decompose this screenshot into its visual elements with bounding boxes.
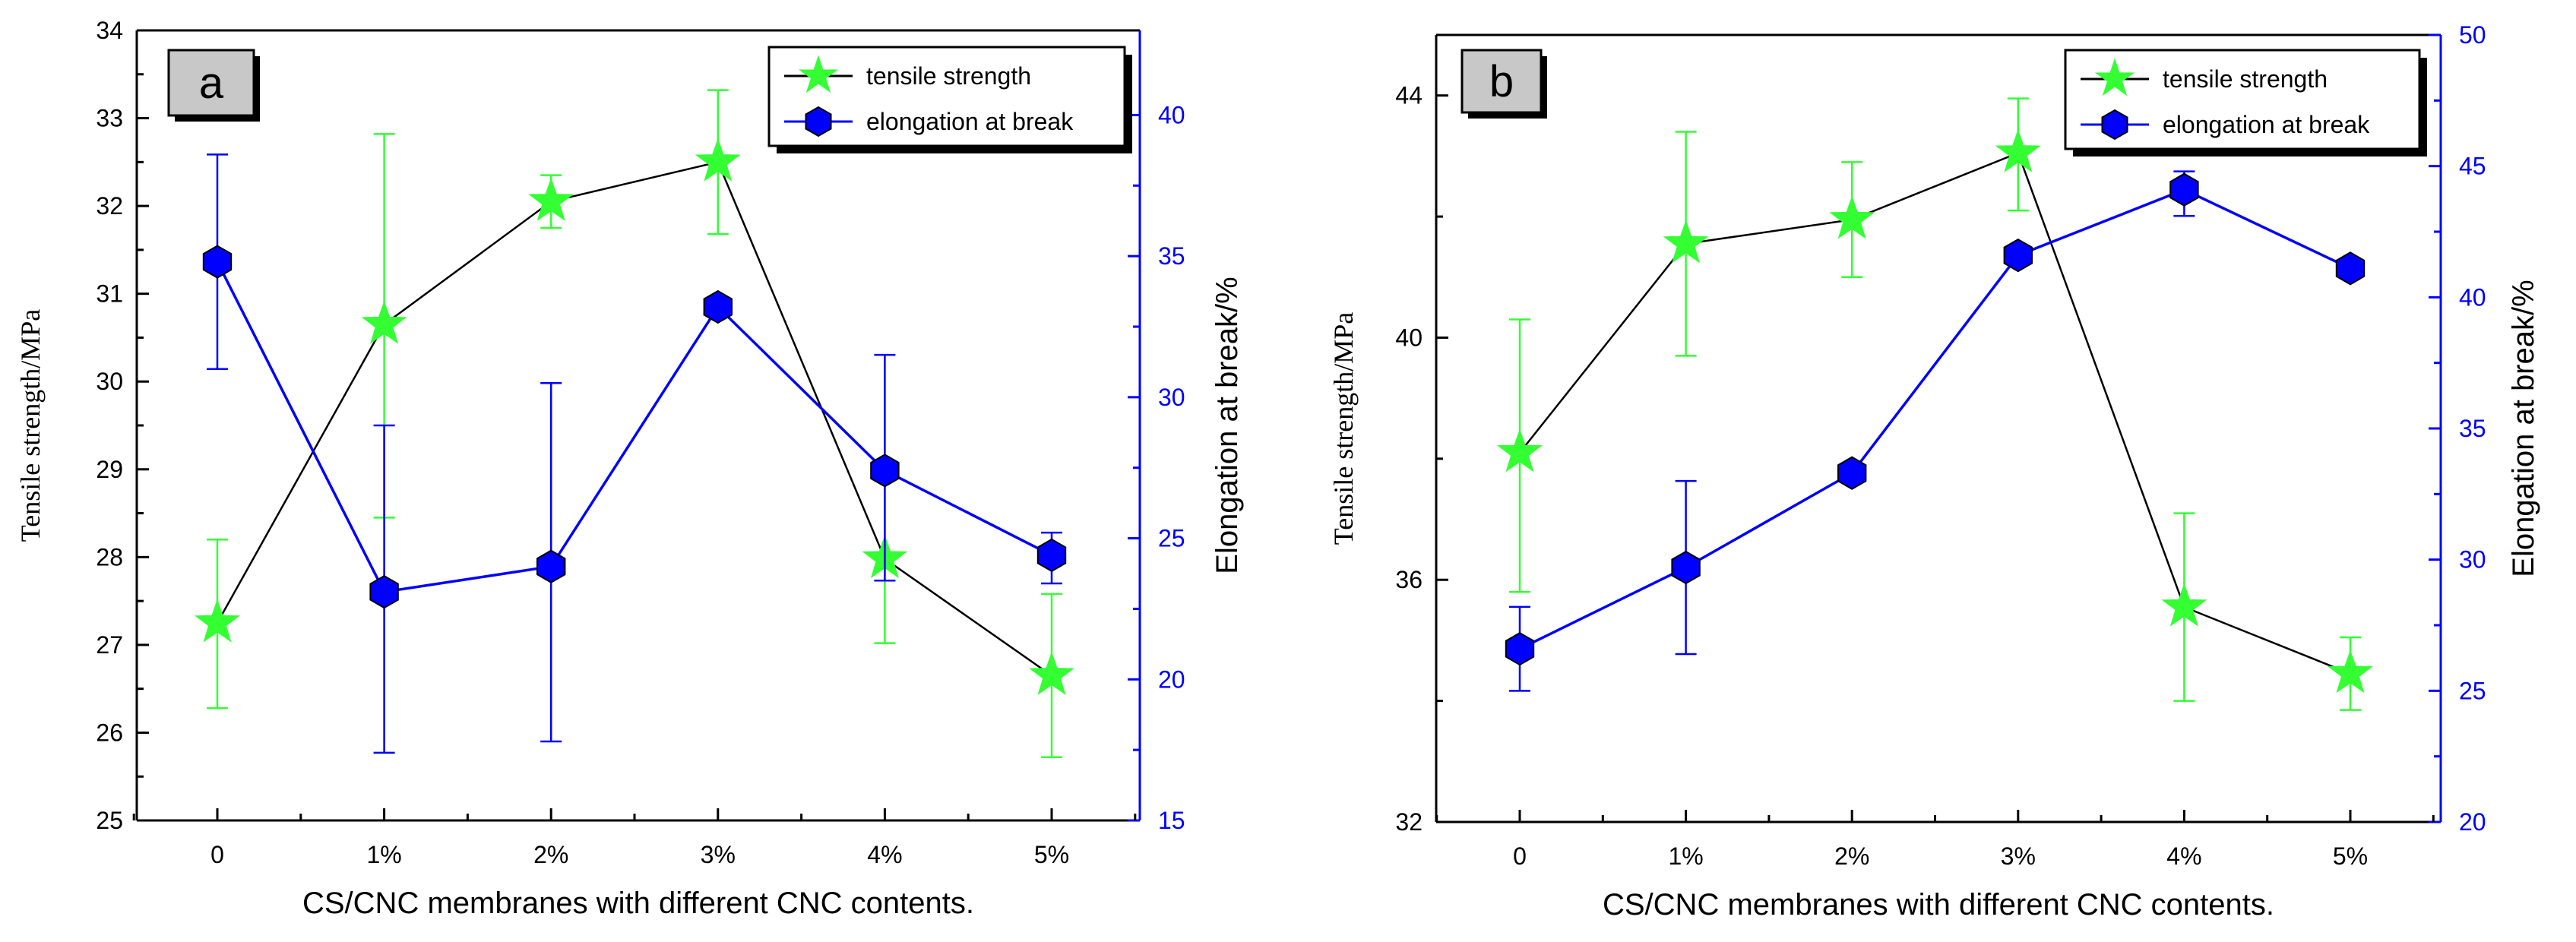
x-axis-tick-label: 5% xyxy=(1034,841,1069,868)
x-axis-tick-label: 3% xyxy=(2001,842,2036,870)
series-tensile-strength xyxy=(1497,97,2373,711)
legend-label: tensile strength xyxy=(2163,65,2328,93)
hexagon-marker xyxy=(2169,172,2199,207)
left-axis-tick-label: 29 xyxy=(96,456,123,483)
star-marker xyxy=(1995,128,2041,172)
chart-panel-a: 25 26 27 28 29 30 31 32 33 34 15 20 25 30 35 40 0 1% 2% 3% 4… xyxy=(15,17,1244,920)
hexagon-marker xyxy=(870,454,900,488)
panel-label: a xyxy=(199,58,224,108)
series-tensile-strength xyxy=(195,89,1074,759)
hexagon-marker xyxy=(1671,550,1701,585)
hexagon-marker xyxy=(536,549,566,583)
right-axis-tick-label: 25 xyxy=(1158,525,1185,552)
left-axis-tick-label: 44 xyxy=(1395,82,1422,109)
left-axis-tick-label: 32 xyxy=(96,192,123,220)
series-line xyxy=(216,160,1052,677)
x-axis-tick-label: 4% xyxy=(2166,842,2201,870)
legend-star-marker xyxy=(2094,58,2135,96)
star-marker xyxy=(2328,650,2373,694)
series-line xyxy=(216,261,1052,594)
star-marker xyxy=(1029,651,1074,695)
star-marker xyxy=(195,599,240,643)
right-axis-tick-label: 20 xyxy=(2459,808,2486,836)
right-axis-tick-label: 25 xyxy=(2459,677,2486,704)
left-axis-tick-label: 25 xyxy=(96,807,123,834)
legend-hexagon-marker xyxy=(805,106,832,138)
right-axis-tick-label: 35 xyxy=(1158,242,1185,270)
star-marker xyxy=(1829,195,1875,239)
hexagon-marker xyxy=(2003,238,2033,273)
right-axis-tick-label: 40 xyxy=(1158,101,1185,128)
star-marker xyxy=(2161,583,2207,627)
star-marker xyxy=(1497,428,1543,473)
right-axis-tick-label: 20 xyxy=(1158,665,1185,693)
legend-label: elongation at break xyxy=(866,108,1074,135)
star-marker xyxy=(695,138,741,182)
left-axis-tick-label: 36 xyxy=(1395,566,1422,593)
hexagon-marker xyxy=(1837,456,1867,490)
legend-star-marker xyxy=(798,55,839,93)
star-marker xyxy=(528,177,574,221)
right-axis-tick-label: 35 xyxy=(2459,415,2486,442)
left-axis-title: Tensile strength/MPa xyxy=(15,309,46,542)
right-axis-tick-label: 45 xyxy=(2459,153,2486,180)
left-axis-tick-label: 27 xyxy=(96,631,123,659)
left-axis-tick-label: 40 xyxy=(1395,324,1422,351)
hexagon-marker xyxy=(1036,538,1067,573)
star-marker xyxy=(361,300,407,344)
x-axis-tick-label: 3% xyxy=(701,841,736,868)
legend-label: tensile strength xyxy=(866,62,1031,90)
hexagon-marker xyxy=(202,245,233,279)
right-axis-title: Elongation at break/% xyxy=(2507,280,2540,577)
right-axis-tick-label: 30 xyxy=(2459,546,2486,574)
left-axis-tick-label: 32 xyxy=(1395,808,1422,836)
x-axis-tick-label: 1% xyxy=(1668,842,1703,870)
hexagon-marker xyxy=(2335,251,2366,286)
x-axis-title: CS/CNC membranes with different CNC cont… xyxy=(1603,888,2274,921)
chart-panel-b: 32 36 40 44 20 25 30 35 40 45 50 0 1% 2% 3% 4% 5% CS/CNC … xyxy=(1328,21,2540,921)
left-axis-title: Tensile strength/MPa xyxy=(1328,312,1359,545)
x-axis-title: CS/CNC membranes with different CNC cont… xyxy=(302,887,974,920)
hexagon-marker xyxy=(703,289,733,324)
left-axis-tick-label: 31 xyxy=(96,280,123,308)
x-axis-tick-label: 2% xyxy=(1834,842,1869,870)
hexagon-marker xyxy=(1505,631,1535,666)
left-axis-tick-label: 26 xyxy=(96,719,123,746)
right-axis-tick-label: 15 xyxy=(1158,807,1185,834)
x-axis-tick-label: 0 xyxy=(1513,842,1527,870)
right-axis-tick-label: 40 xyxy=(2459,283,2486,311)
right-axis-tick-label: 50 xyxy=(2459,21,2486,49)
x-axis-tick-label: 0 xyxy=(210,841,224,868)
series-line xyxy=(1519,151,2351,675)
legend-label: elongation at break xyxy=(2163,111,2370,138)
panel-label: b xyxy=(1489,57,1514,106)
series-line xyxy=(1519,188,2351,650)
series-elongation-at-break xyxy=(1505,170,2366,692)
x-axis-tick-label: 1% xyxy=(366,841,401,868)
left-axis-tick-label: 33 xyxy=(96,105,123,132)
legend-hexagon-marker xyxy=(2101,109,2128,141)
star-marker xyxy=(1663,220,1709,264)
x-axis-tick-label: 5% xyxy=(2333,842,2368,870)
right-axis-tick-label: 30 xyxy=(1158,384,1185,411)
panel-label-box xyxy=(1460,49,1543,114)
right-axis-title: Elongation at break/% xyxy=(1210,277,1244,574)
x-axis-tick-label: 4% xyxy=(867,841,902,868)
left-axis-tick-label: 30 xyxy=(96,368,123,395)
left-axis-tick-label: 34 xyxy=(96,17,123,44)
x-axis-tick-label: 2% xyxy=(533,841,568,868)
series-elongation-at-break xyxy=(202,153,1067,754)
hexagon-marker xyxy=(369,574,399,609)
left-axis-tick-label: 28 xyxy=(96,543,123,571)
panel-label-box xyxy=(167,49,255,117)
